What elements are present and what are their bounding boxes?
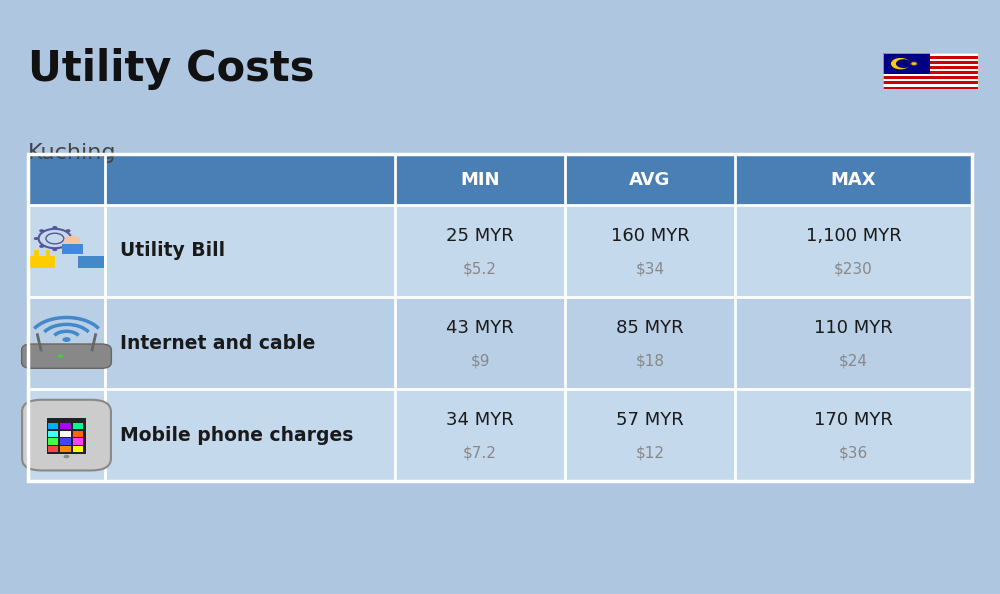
Bar — [883, 61, 978, 64]
Bar — [883, 79, 978, 81]
Bar — [883, 53, 978, 56]
Bar — [73, 438, 83, 444]
Text: $230: $230 — [834, 261, 873, 276]
Bar — [883, 87, 978, 89]
Circle shape — [62, 337, 71, 342]
Bar — [29, 256, 55, 268]
Polygon shape — [910, 61, 918, 66]
FancyBboxPatch shape — [22, 400, 111, 470]
Circle shape — [52, 226, 57, 229]
Bar — [73, 431, 83, 437]
Bar — [48, 431, 58, 437]
Circle shape — [64, 236, 80, 245]
Bar — [28, 389, 972, 481]
Text: $24: $24 — [839, 353, 868, 368]
Text: MIN: MIN — [460, 170, 500, 189]
Circle shape — [896, 59, 911, 68]
Bar — [883, 53, 978, 89]
Bar — [78, 256, 104, 268]
Bar — [28, 154, 972, 205]
Bar — [48, 446, 58, 453]
Circle shape — [65, 229, 71, 232]
Bar — [883, 84, 978, 87]
Text: 25 MYR: 25 MYR — [446, 227, 514, 245]
Circle shape — [39, 229, 44, 232]
Text: 34 MYR: 34 MYR — [446, 411, 514, 429]
Bar — [73, 446, 83, 453]
Text: 85 MYR: 85 MYR — [616, 319, 684, 337]
Bar — [73, 423, 83, 429]
Text: 110 MYR: 110 MYR — [814, 319, 893, 337]
Bar — [883, 56, 978, 59]
FancyBboxPatch shape — [22, 344, 111, 368]
Bar — [60, 423, 71, 429]
Circle shape — [65, 245, 71, 248]
Circle shape — [64, 455, 69, 458]
Bar — [883, 71, 978, 74]
Bar — [883, 64, 978, 66]
Text: $12: $12 — [636, 446, 664, 460]
Bar — [48, 438, 58, 444]
Text: Utility Bill: Utility Bill — [120, 242, 225, 260]
Bar — [46, 250, 50, 256]
Text: $18: $18 — [636, 353, 664, 368]
Text: Mobile phone charges: Mobile phone charges — [120, 426, 353, 444]
Bar — [60, 438, 71, 444]
Bar — [28, 297, 972, 389]
Text: 57 MYR: 57 MYR — [616, 411, 684, 429]
Bar — [883, 74, 978, 77]
Bar — [883, 59, 978, 61]
Text: 160 MYR: 160 MYR — [611, 227, 689, 245]
Text: Kuching: Kuching — [28, 143, 116, 163]
Text: 1,100 MYR: 1,100 MYR — [806, 227, 901, 245]
Bar — [62, 244, 83, 254]
Bar — [28, 205, 972, 297]
Bar — [883, 66, 978, 69]
Text: 43 MYR: 43 MYR — [446, 319, 514, 337]
Text: Utility Costs: Utility Costs — [28, 48, 314, 90]
Bar — [28, 154, 972, 481]
Text: 170 MYR: 170 MYR — [814, 411, 893, 429]
Circle shape — [34, 237, 39, 240]
Text: MAX: MAX — [831, 170, 876, 189]
Circle shape — [52, 248, 57, 251]
Text: $36: $36 — [839, 446, 868, 460]
Bar — [883, 77, 978, 79]
Circle shape — [891, 58, 910, 69]
Bar — [47, 418, 86, 454]
Text: Internet and cable: Internet and cable — [120, 334, 315, 352]
Bar — [883, 81, 978, 84]
Bar — [883, 69, 978, 71]
Circle shape — [58, 355, 64, 358]
Text: $9: $9 — [470, 353, 490, 368]
Text: $7.2: $7.2 — [463, 446, 497, 460]
Bar — [60, 431, 71, 437]
Text: $34: $34 — [635, 261, 665, 276]
Bar — [883, 53, 930, 74]
Text: $5.2: $5.2 — [463, 261, 497, 276]
Text: AVG: AVG — [629, 170, 671, 189]
Bar — [34, 250, 39, 256]
Circle shape — [39, 245, 44, 248]
Circle shape — [71, 237, 76, 240]
Bar — [48, 423, 58, 429]
Bar — [60, 446, 71, 453]
